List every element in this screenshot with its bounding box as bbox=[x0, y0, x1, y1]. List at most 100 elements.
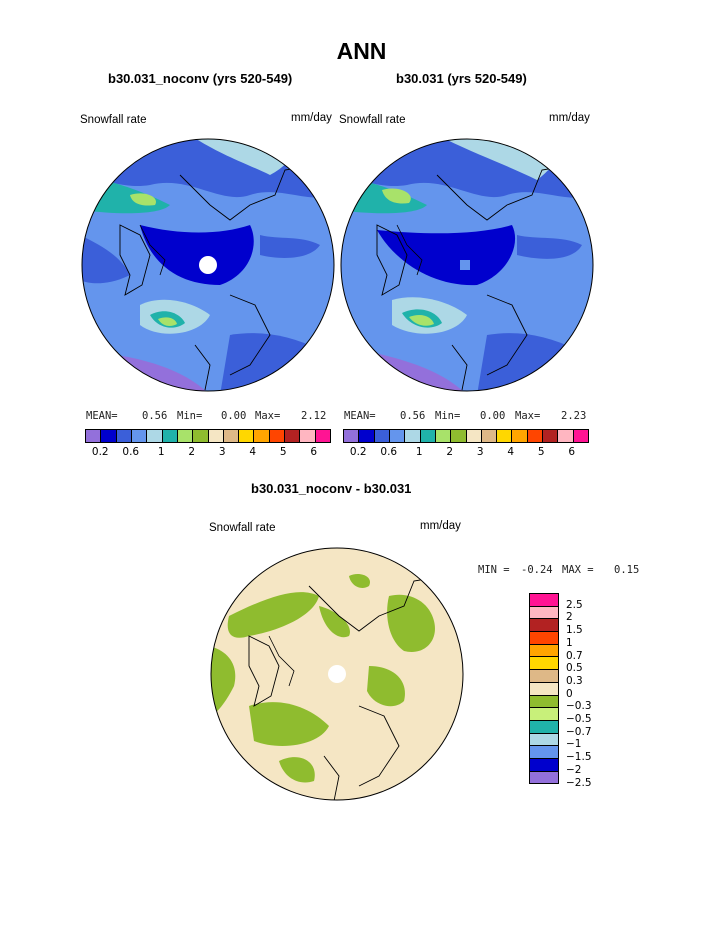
colorbar-swatch bbox=[530, 720, 558, 734]
colorbar-tick-label: 0.6 bbox=[122, 446, 140, 458]
colorbar-swatch bbox=[239, 430, 255, 442]
colorbar-level-label: −0.5 bbox=[566, 713, 592, 725]
colorbar-tick-label: 4 bbox=[507, 446, 515, 458]
colorbar-swatch bbox=[530, 708, 558, 721]
colorbar-level-label: 2.5 bbox=[566, 598, 583, 611]
panel-2-min-label: Min= bbox=[435, 410, 461, 422]
colorbar-swatch bbox=[558, 430, 574, 442]
panel-1-colorbar bbox=[85, 429, 331, 443]
panel-1-min-label: Min= bbox=[177, 410, 203, 422]
diff-min: -0.24 bbox=[521, 564, 553, 576]
colorbar-tick-label: 2 bbox=[188, 446, 196, 458]
colorbar-swatch bbox=[530, 606, 558, 620]
colorbar-swatch bbox=[530, 733, 558, 747]
colorbar-swatch bbox=[344, 430, 360, 442]
colorbar-level-label: −2 bbox=[566, 763, 582, 776]
panel-1-max: 2.12 bbox=[301, 410, 327, 422]
colorbar-level-label: −0.3 bbox=[566, 700, 592, 713]
colorbar-tick-label: 4 bbox=[249, 446, 257, 458]
colorbar-level-label: −1.5 bbox=[566, 751, 592, 764]
colorbar-level-label: 0.7 bbox=[566, 649, 583, 662]
colorbar-swatch bbox=[86, 430, 102, 442]
colorbar-level-label: −0.7 bbox=[566, 725, 592, 738]
colorbar-swatch bbox=[147, 430, 163, 442]
colorbar-tick-label: 1 bbox=[415, 446, 423, 458]
panel-1-max-label: Max= bbox=[255, 410, 281, 422]
panel-2-variable: Snowfall rate bbox=[339, 114, 406, 126]
colorbar-swatch bbox=[285, 430, 301, 442]
colorbar-swatch bbox=[543, 430, 559, 442]
colorbar-swatch bbox=[530, 594, 558, 607]
colorbar-tick-label: 1 bbox=[157, 446, 165, 458]
panel-2-map bbox=[340, 138, 594, 392]
colorbar-tick-label: 3 bbox=[218, 446, 226, 458]
panel-1-mean: 0.56 bbox=[142, 410, 168, 422]
colorbar-level-label: 1 bbox=[566, 636, 573, 649]
panel-1-map bbox=[81, 138, 335, 392]
colorbar-tick-label: 3 bbox=[476, 446, 484, 458]
colorbar-swatch bbox=[497, 430, 513, 442]
diff-min-label: MIN = bbox=[478, 564, 510, 576]
colorbar-level-label: 0.5 bbox=[566, 662, 583, 675]
panel-1-min: 0.00 bbox=[221, 410, 247, 422]
colorbar-swatch bbox=[389, 430, 406, 442]
colorbar-swatch bbox=[451, 430, 467, 442]
colorbar-swatch bbox=[254, 430, 270, 442]
diff-max-label: MAX = bbox=[562, 564, 594, 576]
colorbar-swatch bbox=[359, 430, 375, 442]
panel-2-min: 0.00 bbox=[480, 410, 506, 422]
colorbar-swatch bbox=[131, 430, 148, 442]
colorbar-level-label: −2.5 bbox=[566, 776, 592, 789]
diff-units: mm/day bbox=[420, 520, 461, 532]
colorbar-tick-label: 0.2 bbox=[349, 446, 367, 458]
panel-2-mean-label: MEAN= bbox=[344, 410, 376, 422]
colorbar-swatch bbox=[300, 430, 316, 442]
colorbar-swatch bbox=[223, 430, 240, 442]
colorbar-swatch bbox=[101, 430, 117, 442]
colorbar-level-label: 0 bbox=[566, 687, 573, 700]
colorbar-swatch bbox=[405, 430, 421, 442]
colorbar-tick-label: 2 bbox=[446, 446, 454, 458]
diff-colorbar bbox=[529, 593, 559, 785]
colorbar-swatch bbox=[177, 430, 194, 442]
panel-1-units: mm/day bbox=[291, 112, 332, 124]
panel-1-mean-label: MEAN= bbox=[86, 410, 118, 422]
colorbar-swatch bbox=[435, 430, 452, 442]
diff-max: 0.15 bbox=[614, 564, 640, 576]
panel-1-variable: Snowfall rate bbox=[80, 114, 147, 126]
colorbar-swatch bbox=[269, 430, 286, 442]
diff-map bbox=[210, 547, 464, 801]
diff-title: b30.031_noconv - b30.031 bbox=[251, 481, 412, 496]
colorbar-swatch bbox=[530, 771, 558, 784]
colorbar-tick-label: 0.6 bbox=[380, 446, 398, 458]
colorbar-swatch bbox=[573, 430, 588, 442]
colorbar-swatch bbox=[530, 670, 558, 683]
colorbar-swatch bbox=[530, 632, 558, 645]
colorbar-swatch bbox=[208, 430, 224, 442]
colorbar-tick-label: 5 bbox=[279, 446, 287, 458]
colorbar-swatch bbox=[530, 657, 558, 671]
colorbar-swatch bbox=[466, 430, 482, 442]
colorbar-swatch bbox=[193, 430, 209, 442]
colorbar-tick-label: 5 bbox=[537, 446, 545, 458]
colorbar-level-label: −1 bbox=[566, 738, 582, 751]
colorbar-swatch bbox=[315, 430, 330, 442]
figure-title: ANN bbox=[336, 38, 387, 64]
panel-2-max: 2.23 bbox=[561, 410, 587, 422]
colorbar-swatch bbox=[481, 430, 498, 442]
panel-1-title: b30.031_noconv (yrs 520-549) bbox=[108, 71, 293, 86]
colorbar-swatch bbox=[530, 758, 558, 772]
panel-2-title: b30.031 (yrs 520-549) bbox=[396, 71, 527, 86]
diff-variable: Snowfall rate bbox=[209, 522, 276, 534]
panel-2-units: mm/day bbox=[549, 112, 590, 124]
colorbar-level-label: 0.3 bbox=[566, 674, 583, 687]
panel-2-colorbar bbox=[343, 429, 589, 443]
colorbar-swatch bbox=[374, 430, 390, 442]
colorbar-swatch bbox=[530, 746, 558, 759]
colorbar-tick-label: 6 bbox=[568, 446, 576, 458]
colorbar-swatch bbox=[530, 682, 558, 696]
colorbar-level-label: 1.5 bbox=[566, 624, 583, 637]
colorbar-swatch bbox=[162, 430, 178, 442]
colorbar-swatch bbox=[530, 695, 558, 709]
colorbar-swatch bbox=[512, 430, 528, 442]
